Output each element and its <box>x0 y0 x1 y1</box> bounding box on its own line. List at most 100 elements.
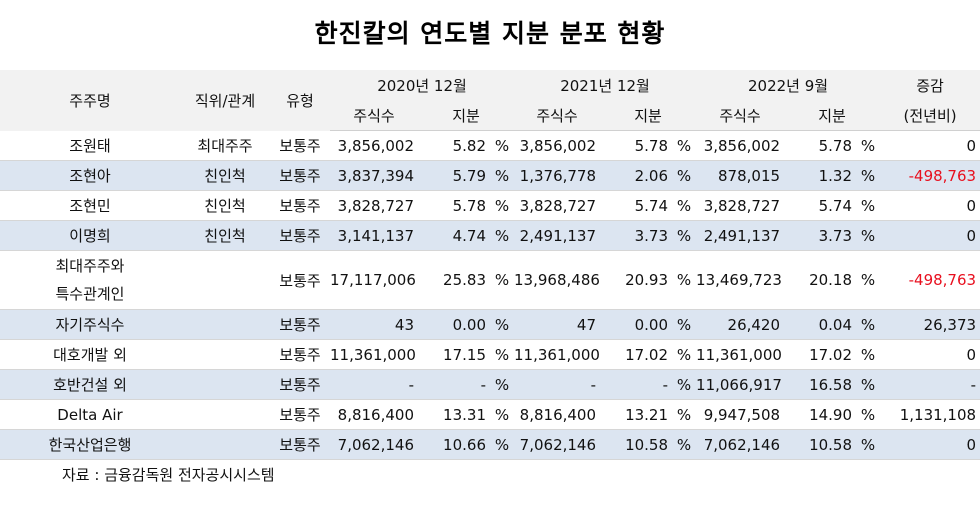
stake-2022: 20.18 <box>784 250 857 310</box>
pct-unit: % <box>856 429 881 460</box>
pct-unit: % <box>490 250 515 310</box>
pct-unit: % <box>856 369 881 400</box>
pct-unit: % <box>672 190 697 221</box>
relationship <box>180 250 270 310</box>
relationship <box>180 309 270 340</box>
shares-2021: 13,968,486 <box>514 250 601 310</box>
share-type: 보통주 <box>270 309 330 340</box>
header-shares: 주식수 <box>330 100 418 131</box>
stake-2022: 14.90 <box>784 399 857 430</box>
shareholder-name: 최대주주와 특수관계인 <box>0 250 180 310</box>
shareholder-name: 이명희 <box>0 220 180 251</box>
stake-2020: 5.78 <box>418 190 490 221</box>
share-type: 보통주 <box>270 190 330 221</box>
shareholder-name: 자기주식수 <box>0 309 180 340</box>
shares-2021: 47 <box>514 309 601 340</box>
stake-2020: 13.31 <box>418 399 490 430</box>
pct-unit: % <box>856 399 881 430</box>
header-period-2021: 2021년 12월 <box>514 70 697 100</box>
stake-2022: 3.73 <box>784 220 857 251</box>
stake-2020: 10.66 <box>418 429 490 460</box>
header-period-2020: 2020년 12월 <box>330 70 515 100</box>
pct-unit: % <box>672 309 697 340</box>
stake-2022: 0.04 <box>784 309 857 340</box>
header-name: 주주명 <box>0 70 180 131</box>
header-stake: 지분 <box>784 100 881 131</box>
stake-2020: 17.15 <box>418 339 490 370</box>
stake-2021: 5.74 <box>600 190 673 221</box>
pct-unit: % <box>856 190 881 221</box>
table-row: 최대주주와 특수관계인 보통주 17,117,006 25.83% 13,968,486 2… <box>0 250 980 310</box>
shares-2021: 2,491,137 <box>514 220 601 251</box>
shareholder-name: 호반건설 외 <box>0 369 180 400</box>
stake-2022: 16.58 <box>784 369 857 400</box>
stake-2021: 10.58 <box>600 429 673 460</box>
shares-2022: 878,015 <box>696 160 785 191</box>
share-type: 보통주 <box>270 160 330 191</box>
shares-2021: - <box>514 369 601 400</box>
pct-unit: % <box>490 309 515 340</box>
pct-unit: % <box>856 130 881 161</box>
stake-2020: 0.00 <box>418 309 490 340</box>
shares-2021: 3,856,002 <box>514 130 601 161</box>
header-stake: 지분 <box>600 100 697 131</box>
change-yoy: -498,763 <box>880 160 980 191</box>
stake-2020: 5.82 <box>418 130 490 161</box>
shares-2022: 26,420 <box>696 309 785 340</box>
pct-unit: % <box>490 130 515 161</box>
shareholder-name: 조원태 <box>0 130 180 161</box>
change-yoy: 0 <box>880 339 980 370</box>
share-type: 보통주 <box>270 339 330 370</box>
relationship: 최대주주 <box>180 130 270 161</box>
shareholder-name: 대호개발 외 <box>0 339 180 370</box>
share-type: 보통주 <box>270 369 330 400</box>
pct-unit: % <box>672 399 697 430</box>
header-row-1: 주주명 직위/관계 유형 2020년 12월 2021년 12월 2022년 9… <box>0 70 980 131</box>
share-type: 보통주 <box>270 220 330 251</box>
header-period-2022: 2022년 9월 <box>696 70 881 100</box>
share-type: 보통주 <box>270 429 330 460</box>
shares-2020: 3,856,002 <box>330 130 418 161</box>
header-type: 유형 <box>270 70 330 131</box>
table-row: 호반건설 외 보통주 - -% - -% 11,066,917 16.58% - <box>0 369 980 400</box>
pct-unit: % <box>856 339 881 370</box>
shares-2021: 7,062,146 <box>514 429 601 460</box>
table-row: 한국산업은행 보통주 7,062,146 10.66% 7,062,146 10.58% 7… <box>0 429 980 460</box>
pct-unit: % <box>490 399 515 430</box>
shares-2020: 3,141,137 <box>330 220 418 251</box>
header-stake: 지분 <box>418 100 515 131</box>
table-row: 조현민 친인척 보통주 3,828,727 5.78% 3,828,727 5.74% 3,8… <box>0 190 980 221</box>
stake-2021: 20.93 <box>600 250 673 310</box>
stake-2020: - <box>418 369 490 400</box>
stake-2021: 2.06 <box>600 160 673 191</box>
pct-unit: % <box>672 369 697 400</box>
pct-unit: % <box>856 220 881 251</box>
page-title: 한진칼의 연도별 지분 분포 현황 <box>314 19 666 48</box>
table-row: 조현아 친인척 보통주 3,837,394 5.79% 1,376,778 2.06% 878… <box>0 160 980 191</box>
stake-2022: 10.58 <box>784 429 857 460</box>
table-row: 이명희 친인척 보통주 3,141,137 4.74% 2,491,137 3.73% 2,4… <box>0 220 980 251</box>
table-row: 자기주식수 보통주 43 0.00% 47 0.00% 26,420 0.04% 26,373 <box>0 309 980 340</box>
change-yoy: 0 <box>880 429 980 460</box>
shares-2021: 1,376,778 <box>514 160 601 191</box>
table-row: 조원태 최대주주 보통주 3,856,002 5.82% 3,856,002 5.78% 3,… <box>0 130 980 161</box>
relationship: 친인척 <box>180 190 270 221</box>
stake-2020: 5.79 <box>418 160 490 191</box>
relationship <box>180 369 270 400</box>
pct-unit: % <box>672 160 697 191</box>
change-yoy: 0 <box>880 130 980 161</box>
change-yoy: 26,373 <box>880 309 980 340</box>
header-change: 증감 <box>880 70 980 100</box>
shares-2020: 11,361,000 <box>330 339 418 370</box>
shares-2020: 3,828,727 <box>330 190 418 221</box>
stake-2021: 13.21 <box>600 399 673 430</box>
stake-2020: 25.83 <box>418 250 490 310</box>
pct-unit: % <box>490 429 515 460</box>
shares-2020: 17,117,006 <box>330 250 418 310</box>
pct-unit: % <box>490 190 515 221</box>
shares-2022: 9,947,508 <box>696 399 785 430</box>
table-row: Delta Air 보통주 8,816,400 13.31% 8,816,400 13.2… <box>0 399 980 430</box>
shares-2022: 3,856,002 <box>696 130 785 161</box>
stake-2022: 5.74 <box>784 190 857 221</box>
shares-2022: 11,361,000 <box>696 339 785 370</box>
